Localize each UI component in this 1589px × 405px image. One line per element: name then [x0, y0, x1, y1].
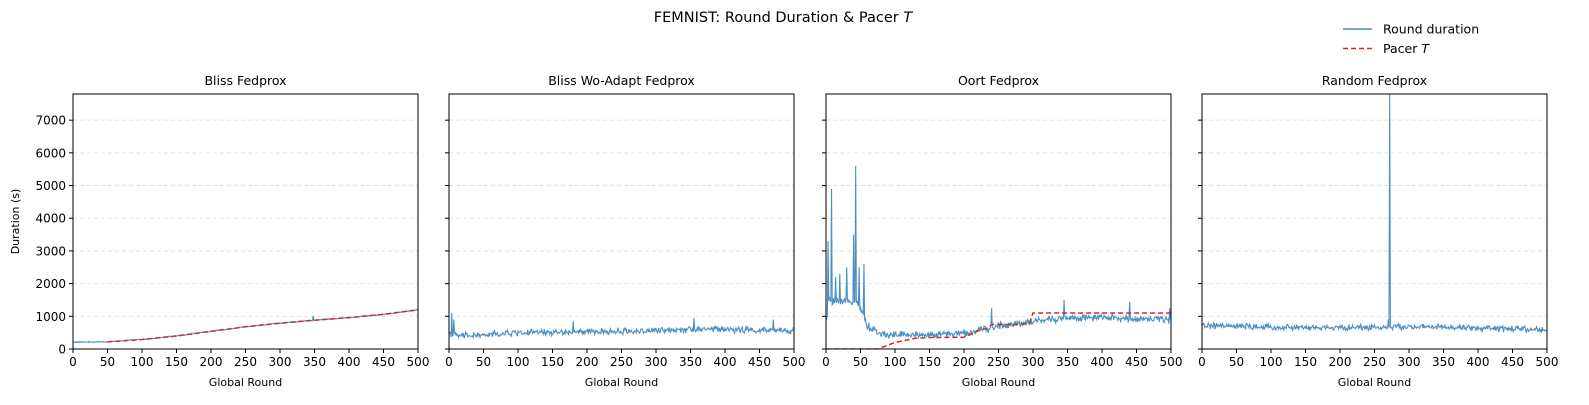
x-tick-label: 400	[714, 355, 737, 369]
x-tick-label: 400	[1467, 355, 1490, 369]
x-tick-label: 50	[853, 355, 868, 369]
x-tick-label: 450	[1125, 355, 1148, 369]
duration-line	[1202, 94, 1547, 335]
x-tick-label: 250	[610, 355, 633, 369]
x-tick-label: 150	[165, 355, 188, 369]
y-tick-label: 6000	[35, 146, 66, 160]
x-tick-label: 500	[1160, 355, 1183, 369]
plot-frame	[448, 93, 795, 350]
panel-4: Random Fedprox 0 50 100 150 200 250 300 350 400 45…	[1198, 73, 1558, 389]
x-tick-label: 50	[100, 355, 115, 369]
x-tick-label: 0	[69, 355, 77, 369]
x-tick-label: 50	[476, 355, 491, 369]
x-tick-label: 0	[822, 355, 830, 369]
x-tick-label: 450	[372, 355, 395, 369]
x-tick-label: 200	[576, 355, 599, 369]
x-tick-label: 300	[269, 355, 292, 369]
y-tick-label: 3000	[35, 244, 66, 258]
y-tick-label: 2000	[35, 277, 66, 291]
x-tick-label: 500	[783, 355, 806, 369]
x-tick-label: 200	[1329, 355, 1352, 369]
plot-frame	[825, 93, 1172, 350]
panel-3: Oort Fedprox 0 50 100 150 200 250 300 350 400 450 5…	[822, 73, 1182, 389]
x-tick-label: 150	[1294, 355, 1317, 369]
figure-title-italic: T	[903, 10, 913, 26]
x-tick-label: 100	[507, 355, 530, 369]
y-tick-label: 0	[58, 343, 66, 357]
legend-text: Pacer	[1383, 41, 1421, 56]
x-tick-label: 500	[1536, 355, 1559, 369]
x-tick-label: 250	[1363, 355, 1386, 369]
x-tick-label: 300	[1022, 355, 1045, 369]
x-axis-label: Global Round	[962, 376, 1035, 389]
x-tick-label: 500	[407, 355, 430, 369]
legend-text: Round duration	[1383, 22, 1479, 37]
x-tick-label: 350	[303, 355, 326, 369]
x-axis-label: Global Round	[209, 376, 282, 389]
x-axis-label: Global Round	[585, 376, 658, 389]
figure-title: FEMNIST: Round Duration & Pacer T	[654, 10, 914, 26]
x-tick-label: 100	[1260, 355, 1283, 369]
y-tick-label: 7000	[35, 114, 66, 128]
duration-line	[73, 308, 418, 344]
x-tick-label: 0	[1198, 355, 1206, 369]
duration-line	[449, 313, 794, 340]
x-tick-label: 400	[1091, 355, 1114, 369]
x-tick-label: 100	[884, 355, 907, 369]
panel-title: Bliss Wo-Adapt Fedprox	[548, 73, 695, 88]
x-tick-label: 350	[679, 355, 702, 369]
legend-italic: T	[1421, 41, 1430, 56]
x-tick-label: 450	[748, 355, 771, 369]
duration-line	[826, 165, 1171, 340]
legend-label-0: Round duration	[1383, 22, 1479, 37]
panel-2: Bliss Wo-Adapt Fedprox 0 50 100 150 200 250 300…	[445, 73, 805, 389]
legend: Round duration Pacer T	[1343, 22, 1479, 56]
panel-title: Random Fedprox	[1322, 73, 1427, 88]
x-tick-label: 200	[953, 355, 976, 369]
x-tick-label: 150	[918, 355, 941, 369]
x-tick-label: 0	[445, 355, 453, 369]
y-tick-label: 4000	[35, 212, 66, 226]
x-tick-label: 250	[234, 355, 257, 369]
x-tick-label: 100	[131, 355, 154, 369]
x-tick-label: 50	[1229, 355, 1244, 369]
x-tick-label: 250	[987, 355, 1010, 369]
x-tick-label: 350	[1056, 355, 1079, 369]
x-tick-label: 150	[541, 355, 564, 369]
plot-frame	[72, 93, 419, 350]
x-tick-label: 300	[1398, 355, 1421, 369]
x-axis-label: Global Round	[1338, 376, 1411, 389]
pacer-line	[826, 312, 1171, 349]
legend-label-1: Pacer T	[1383, 41, 1430, 56]
y-axis-label: Duration (s)	[9, 189, 22, 255]
panel-1: Bliss Fedprox 0 50 100 150 200 250 300 350 400 450…	[9, 73, 429, 389]
panel-title: Bliss Fedprox	[204, 73, 286, 88]
x-tick-label: 200	[200, 355, 223, 369]
x-tick-label: 300	[645, 355, 668, 369]
y-tick-label: 1000	[35, 310, 66, 324]
x-tick-label: 400	[338, 355, 361, 369]
x-tick-label: 450	[1501, 355, 1524, 369]
figure-title-text: FEMNIST: Round Duration & Pacer	[654, 10, 904, 26]
panel-title: Oort Fedprox	[958, 73, 1039, 88]
plot-frame	[1201, 93, 1548, 350]
x-tick-label: 350	[1432, 355, 1455, 369]
y-tick-label: 5000	[35, 179, 66, 193]
pacer-line	[107, 309, 418, 343]
